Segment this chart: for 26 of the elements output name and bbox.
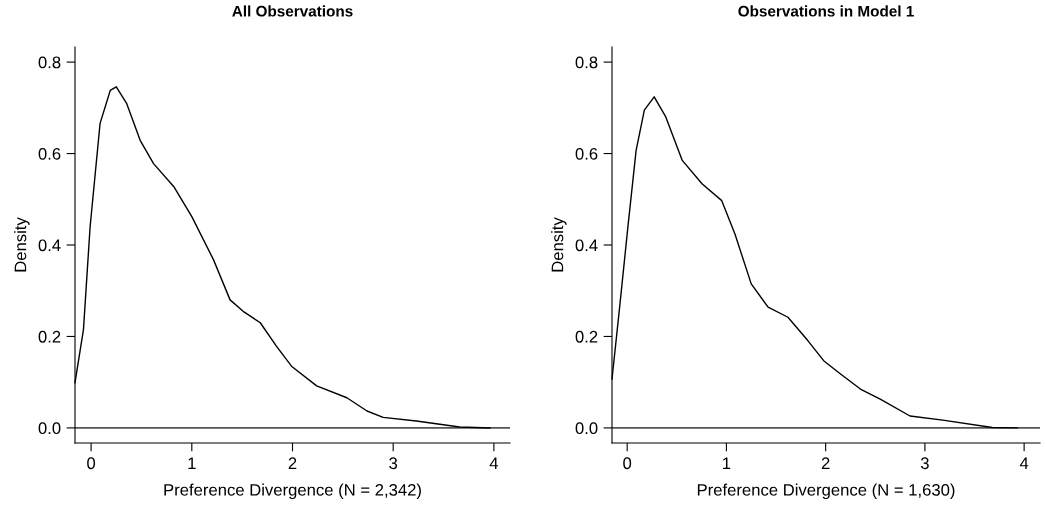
x-tick-label: 1 xyxy=(723,457,731,469)
x-axis-title: Preference Divergence (N = 1,630) xyxy=(697,483,955,500)
y-tick-label: 0.6 xyxy=(575,147,598,160)
y-axis-title: Density xyxy=(14,217,30,272)
y-tick-label: 0.4 xyxy=(575,239,598,252)
y-axis-title: Density xyxy=(551,217,567,272)
x-tick-label: 2 xyxy=(288,457,297,469)
y-tick-label: 0.8 xyxy=(38,56,61,69)
chart-title: Observations in Model 1 xyxy=(738,5,914,17)
x-tick-label: 4 xyxy=(489,457,499,469)
y-tick-label: 0.0 xyxy=(575,422,598,435)
x-tick-label: 3 xyxy=(389,457,398,470)
x-tick-label: 0 xyxy=(623,457,632,470)
x-tick-label: 1 xyxy=(188,457,196,469)
x-tick-label: 0 xyxy=(87,457,96,470)
x-axis-title: Preference Divergence (N = 2,342) xyxy=(164,483,421,500)
y-tick-label: 0.8 xyxy=(575,56,598,69)
y-tick-label: 0.4 xyxy=(38,239,61,252)
y-tick-label: 0.2 xyxy=(38,330,61,343)
x-tick-label: 2 xyxy=(821,457,830,469)
y-tick-label: 0.0 xyxy=(38,422,61,435)
y-tick-label: 0.2 xyxy=(575,330,598,343)
chart-title: All Observations xyxy=(232,5,353,17)
y-tick-label: 0.6 xyxy=(38,147,61,160)
x-tick-label: 3 xyxy=(920,457,929,470)
x-tick-label: 4 xyxy=(1019,457,1029,469)
